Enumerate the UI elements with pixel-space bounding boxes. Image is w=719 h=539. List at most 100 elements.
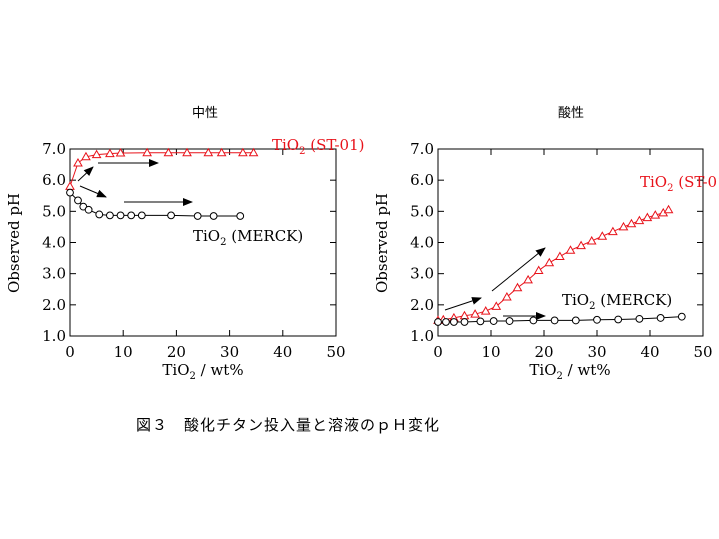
chart-neutral-point-triangle — [216, 147, 227, 157]
chart-neutral-title: 中性 — [192, 106, 218, 121]
chart-neutral-x-tick-label: 50 — [326, 343, 345, 361]
chart-neutral-x-tick-label: 40 — [273, 343, 292, 361]
chart-acidic-point-triangle — [502, 292, 512, 301]
chart-neutral-point-circle — [137, 211, 146, 220]
chart-acidic-point-circle — [529, 316, 538, 325]
chart-acidic-point-circle — [677, 312, 686, 321]
chart-acidic-point-circle — [593, 315, 601, 324]
chart-acidic-point-triangle — [608, 226, 618, 236]
chart-neutral-point-circle — [236, 212, 245, 220]
chart-acidic-legend-merck: TiO2 (MERCK) — [562, 291, 672, 312]
chart-neutral-point-circle — [74, 196, 82, 205]
chart-neutral-x-label: TiO2 / wt% — [162, 361, 243, 382]
chart-acidic-y-tick-label: 5.0 — [410, 202, 434, 220]
chart-acidic-point-triangle — [544, 257, 555, 267]
chart-neutral-point-triangle — [238, 147, 248, 157]
chart-acidic-point-circle — [635, 314, 644, 323]
chart-acidic-x-tick-label: 10 — [481, 343, 500, 361]
chart-acidic-y-tick-label: 4.0 — [410, 234, 434, 252]
chart-acidic-point-triangle — [533, 265, 544, 275]
chart-acidic-x-tick-label: 30 — [587, 343, 606, 361]
chart-neutral-point-triangle — [81, 151, 91, 161]
chart-neutral-legend-st01: TiO2 (ST-01) — [272, 136, 364, 157]
chart-neutral-point-triangle — [182, 147, 192, 157]
chart-neutral-point-triangle — [203, 147, 214, 157]
chart-neutral-arrow-merck-drop — [79, 185, 107, 198]
chart-neutral-x-tick-label: 10 — [114, 343, 133, 361]
chart-neutral-y-label: Observed pH — [5, 193, 23, 293]
chart-acidic-point-triangle — [663, 204, 674, 214]
chart-acidic-point-triangle — [576, 240, 586, 250]
chart-acidic-y-tick-label: 7.0 — [410, 140, 434, 158]
chart-acidic-point-circle — [450, 318, 458, 326]
chart-acidic: 酸性 1.0 2.0 3.0 4.0 5.0 6.0 7.0 0 10 20 30 40 50 Obs… — [373, 106, 719, 382]
chart-neutral-point-triangle — [248, 147, 259, 157]
chart-acidic-title: 酸性 — [558, 106, 584, 121]
chart-neutral-point-circle — [209, 212, 218, 220]
figure-caption: 図３ 酸化チタン投入量と溶液のｐＨ変化 — [136, 416, 441, 434]
chart-acidic-point-circle — [434, 318, 442, 326]
chart-acidic-point-triangle — [555, 251, 565, 261]
chart-neutral-point-triangle — [65, 181, 75, 190]
chart-neutral-series-merck — [66, 188, 245, 220]
chart-acidic-point-triangle — [523, 274, 533, 284]
chart-neutral-point-triangle — [91, 149, 102, 159]
chart-acidic-point-circle — [614, 315, 623, 324]
chart-acidic-x-tick-label: 50 — [693, 343, 712, 361]
chart-neutral-x-tick-label: 0 — [65, 343, 75, 361]
chart-acidic-point-circle — [505, 317, 514, 325]
chart-neutral-y-tick-label: 1.0 — [42, 327, 66, 345]
chart-neutral-point-circle — [127, 211, 136, 220]
chart-acidic-y-axis: 1.0 2.0 3.0 4.0 5.0 6.0 7.0 — [410, 140, 703, 345]
chart-neutral-point-circle — [106, 211, 114, 220]
chart-acidic-y-label: Observed pH — [373, 193, 391, 293]
chart-acidic-point-triangle — [634, 215, 645, 225]
chart-acidic-series-st01 — [433, 204, 674, 324]
chart-neutral-series-st01 — [65, 147, 259, 190]
chart-acidic-point-triangle — [597, 231, 608, 240]
chart-neutral-point-circle — [116, 211, 125, 220]
chart-acidic-x-axis: 0 10 20 30 40 50 — [433, 149, 713, 361]
chart-acidic-y-tick-label: 6.0 — [410, 171, 434, 189]
chart-acidic-x-tick-label: 40 — [640, 343, 659, 361]
chart-neutral-point-circle — [95, 210, 104, 219]
chart-acidic-series-merck — [434, 312, 686, 326]
chart-acidic-y-tick-label: 2.0 — [410, 296, 434, 314]
chart-neutral-y-tick-label: 4.0 — [42, 234, 66, 252]
chart-acidic-point-circle — [442, 318, 450, 326]
chart-neutral-y-axis: 1.0 2.0 3.0 4.0 5.0 6.0 7.0 — [42, 140, 336, 345]
chart-acidic-x-label-sub: 2 — [557, 371, 563, 382]
chart-acidic-arrow-st01-rise — [491, 247, 546, 292]
chart-neutral-point-circle — [66, 188, 74, 197]
chart-neutral-point-triangle — [105, 148, 115, 158]
chart-neutral-y-tick-label: 5.0 — [42, 202, 66, 220]
chart-acidic-point-circle — [656, 314, 665, 322]
chart-neutral-y-tick-label: 3.0 — [42, 265, 66, 283]
chart-acidic-point-triangle — [470, 309, 480, 318]
chart-acidic-point-circle — [489, 317, 498, 325]
chart-acidic-point-triangle — [565, 245, 576, 254]
chart-acidic-x-label: TiO2 / wt% — [529, 361, 610, 382]
chart-acidic-point-circle — [571, 316, 580, 325]
chart-neutral-point-triangle — [115, 148, 126, 157]
chart-neutral-point-triangle — [73, 158, 83, 167]
chart-acidic-point-triangle — [650, 210, 661, 219]
chart-neutral-x-tick-label: 30 — [220, 343, 239, 361]
chart-neutral-arrow-st01-rise — [77, 166, 94, 182]
chart-acidic-legend-st01: TiO2 (ST-01) — [640, 173, 719, 194]
chart-neutral-point-circle — [193, 212, 202, 220]
chart-acidic-point-triangle — [626, 218, 637, 228]
chart-neutral-x-label-sub: 2 — [190, 371, 196, 382]
chart-neutral-point-triangle — [163, 147, 174, 157]
chart-neutral-point-circle — [84, 205, 93, 214]
chart-acidic-point-triangle — [491, 301, 502, 310]
chart-acidic-point-triangle — [512, 282, 523, 292]
chart-acidic-x-tick-label: 0 — [433, 343, 443, 361]
chart-neutral: 中性 1.0 2.0 3.0 4.0 5.0 6.0 7.0 0 10 20 30 40 50 Obs… — [5, 106, 364, 382]
chart-neutral-point-triangle — [142, 147, 153, 157]
chart-neutral-y-tick-label: 7.0 — [42, 140, 66, 158]
chart-neutral-legend-merck: TiO2 (MERCK) — [193, 227, 303, 248]
chart-acidic-y-tick-label: 1.0 — [410, 327, 434, 345]
chart-neutral-point-circle — [167, 211, 175, 220]
chart-neutral-x-axis: 0 10 20 30 40 50 — [65, 149, 346, 361]
